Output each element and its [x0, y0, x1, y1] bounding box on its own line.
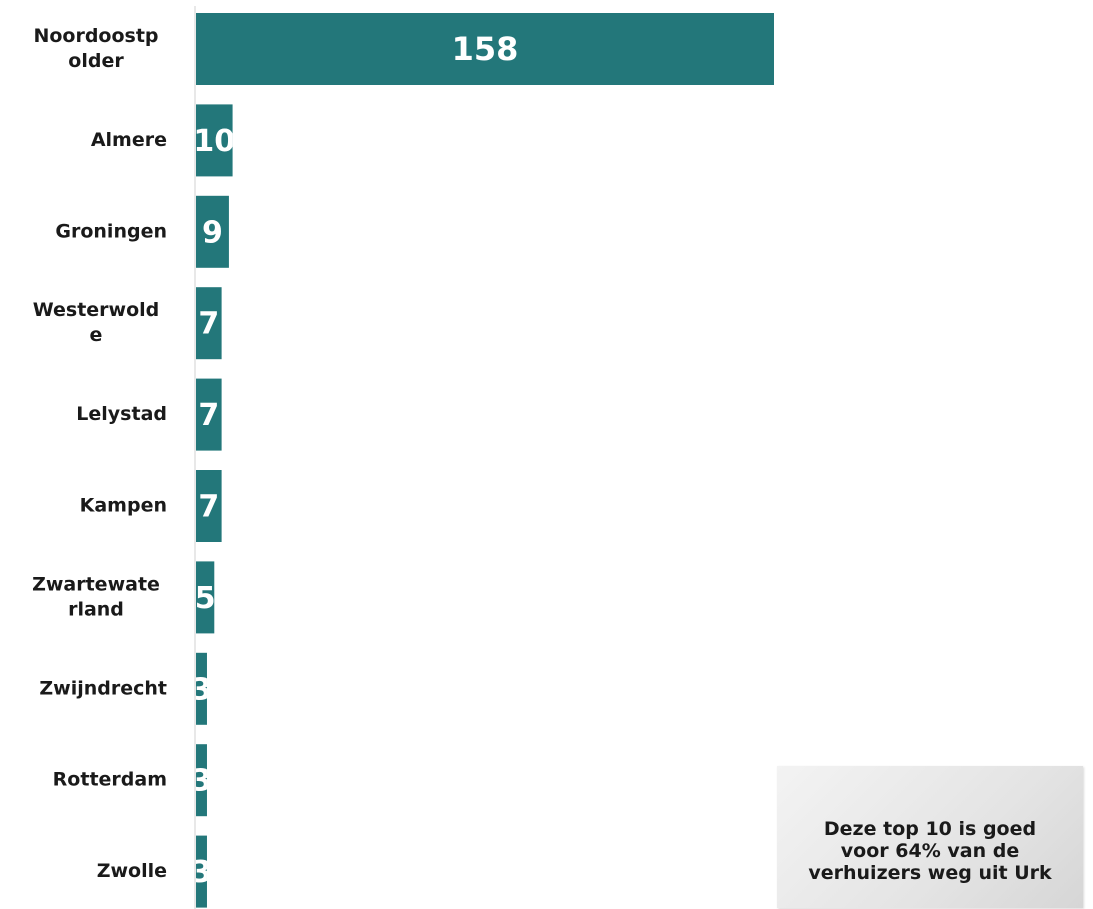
category-label: Kampen — [80, 495, 167, 517]
value-label: 3 — [191, 855, 212, 890]
bar-kampen — [196, 470, 222, 542]
bar-noordoostpolder — [196, 13, 774, 85]
value-label: 5 — [195, 581, 216, 616]
value-label: 7 — [198, 398, 219, 433]
value-label: 10 — [193, 124, 235, 159]
category-label: Lelystad — [76, 403, 167, 425]
bar-zwolle — [196, 835, 207, 908]
value-label: 158 — [452, 30, 519, 68]
category-label: Groningen — [55, 220, 167, 242]
category-labels-group: Noordoostp older Almere Groningen Westerwold… — [32, 25, 167, 882]
value-label: 7 — [198, 490, 219, 525]
bar-lelystad — [196, 378, 222, 451]
bar-almere — [196, 104, 233, 177]
bar-zwijndrecht — [196, 652, 207, 725]
category-label: Almere — [91, 129, 167, 151]
value-label: 7 — [198, 307, 219, 342]
bars-group — [196, 13, 774, 908]
category-label: Noordoostp — [33, 25, 158, 47]
category-label: Rotterdam — [53, 769, 167, 791]
category-label: rland — [68, 598, 124, 620]
category-label: Zwolle — [97, 860, 167, 882]
category-label: older — [68, 50, 124, 72]
bar-westerwolde — [196, 287, 222, 360]
bar-rotterdam — [196, 744, 207, 817]
value-label: 3 — [191, 672, 212, 707]
value-labels-group: 158 10 9 7 7 7 5 3 3 3 — [191, 30, 519, 890]
category-label: Zwijndrecht — [39, 677, 167, 699]
category-label: Westerwold — [33, 299, 160, 321]
value-label: 9 — [202, 215, 223, 250]
category-label: e — [90, 324, 103, 346]
category-label: Zwartewate — [32, 573, 160, 595]
annotation-box: Deze top 10 is goed voor 64% van de verh… — [777, 766, 1083, 908]
value-label: 3 — [191, 764, 212, 799]
bar-zwartewaterland — [196, 561, 215, 634]
annotation-text: Deze top 10 is goed voor 64% van de verh… — [808, 818, 1052, 884]
bar-groningen — [196, 195, 229, 268]
